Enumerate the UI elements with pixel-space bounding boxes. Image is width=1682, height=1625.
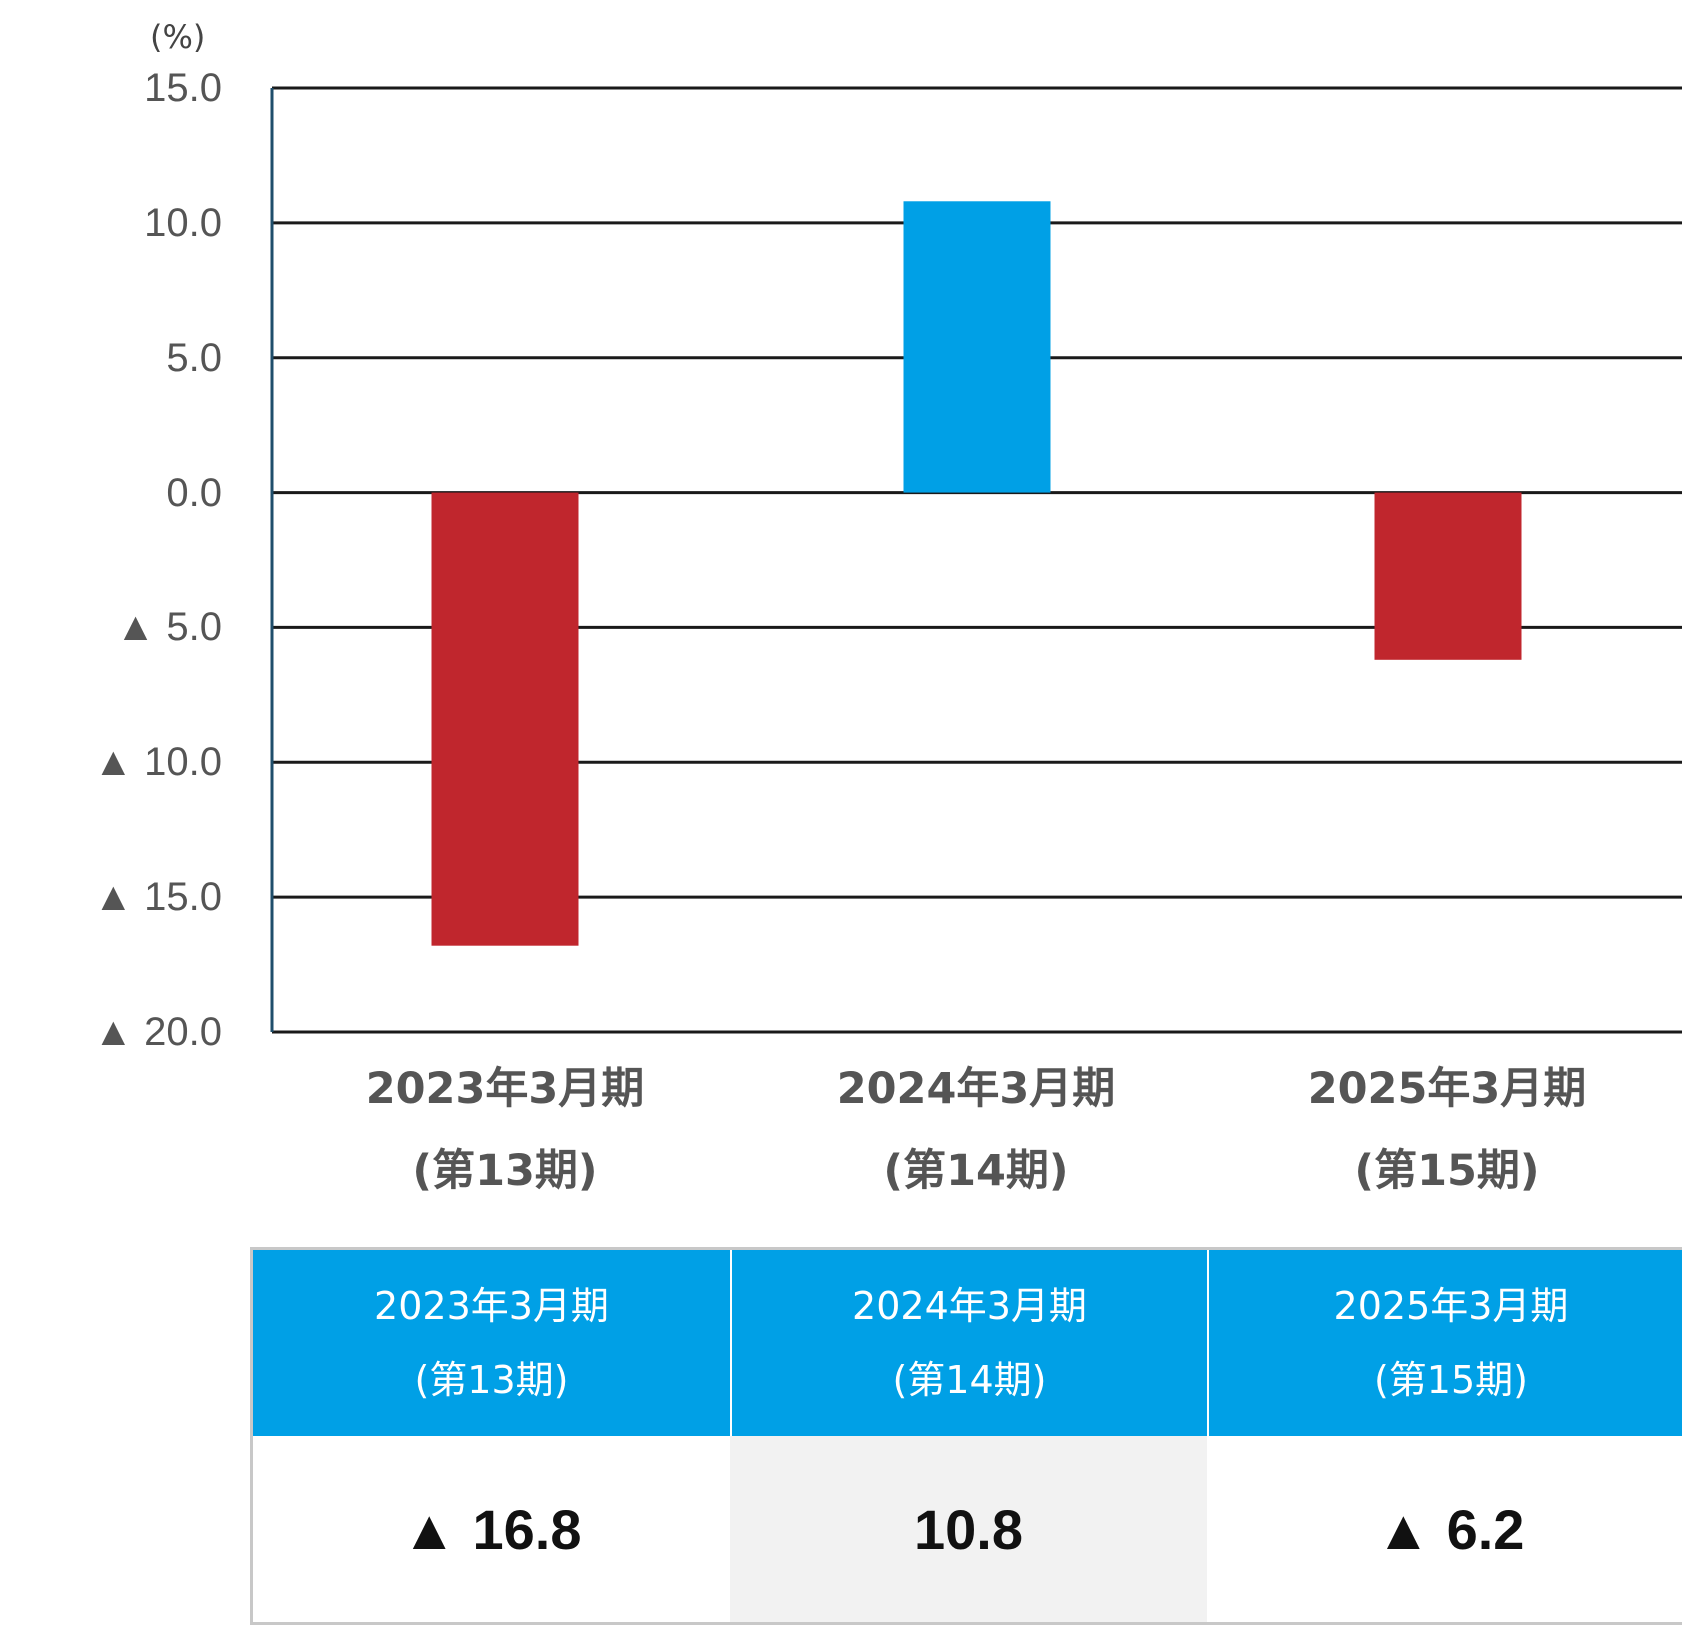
table-value-2023: ▲ 16.8 [401,1497,582,1561]
x-label-term: (第13期) [412,1146,598,1196]
table-header-2025: 2025年3月期 (第15期) [1207,1250,1682,1436]
table-header-2023: 2023年3月期 (第13期) [253,1250,730,1436]
bar-chart [270,86,1682,1034]
y-tick-label: ▲ 5.0 [115,605,222,650]
bar [431,492,579,946]
x-label-period: 2023年3月期 [365,1064,645,1114]
data-table: 2023年3月期 (第13期) 2024年3月期 (第14期) 2025年3月期… [250,1247,1682,1625]
x-label-2024: 2024年3月期 (第14期) [776,1048,1176,1212]
y-tick-label: ▲ 20.0 [93,1010,222,1054]
y-tick-label: 5.0 [166,335,222,380]
y-tick-label: ▲ 10.0 [93,740,222,785]
header-period: 2023年3月期 [374,1284,609,1328]
header-term: (第14期) [892,1358,1047,1402]
x-label-2023: 2023年3月期 (第13期) [305,1048,705,1212]
bar [903,201,1051,493]
bar [1374,492,1522,660]
header-period: 2024年3月期 [852,1284,1087,1328]
y-axis-unit: (%) [150,18,206,56]
y-tick-label: ▲ 15.0 [93,875,222,920]
table-value-2025: ▲ 6.2 [1375,1497,1525,1561]
header-term: (第13期) [414,1358,569,1402]
x-label-period: 2024年3月期 [836,1064,1116,1114]
x-label-term: (第15期) [1354,1146,1540,1196]
bars [431,201,1522,946]
x-label-2025: 2025年3月期 (第15期) [1247,1048,1647,1212]
y-tick-label: 10.0 [144,200,222,245]
table-value-2024: 10.8 [730,1436,1207,1622]
header-term: (第15期) [1373,1358,1528,1402]
y-tick-label: 0.0 [166,470,222,515]
header-period: 2025年3月期 [1333,1284,1569,1328]
x-label-term: (第14期) [883,1146,1069,1196]
x-label-period: 2025年3月期 [1307,1064,1587,1114]
y-tick-label: 15.0 [144,66,222,110]
table-header-2024: 2024年3月期 (第14期) [730,1250,1207,1436]
